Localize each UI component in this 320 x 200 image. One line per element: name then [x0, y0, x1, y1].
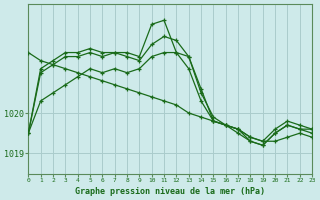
- X-axis label: Graphe pression niveau de la mer (hPa): Graphe pression niveau de la mer (hPa): [75, 187, 265, 196]
